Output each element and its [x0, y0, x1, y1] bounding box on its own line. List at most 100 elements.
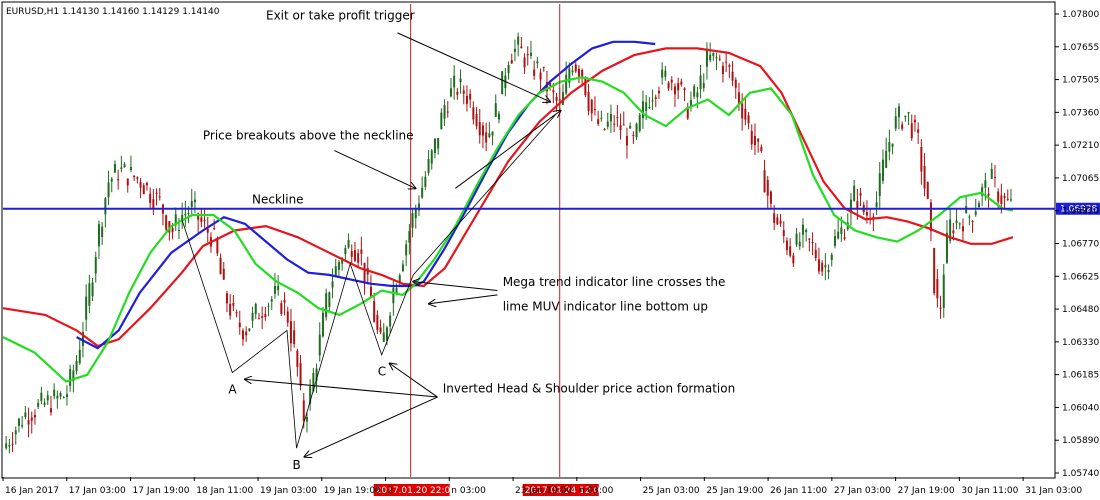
- candle-body: [878, 173, 881, 196]
- candle-body: [449, 88, 452, 97]
- candle-body: [856, 201, 859, 209]
- candle-body: [766, 179, 769, 196]
- candle-body: [667, 82, 670, 89]
- candle-body: [389, 315, 392, 327]
- candle-body: [491, 131, 494, 136]
- price-axis: 1.07800 1.07655 1.07505 1.07360 1.07210 1.070…: [1055, 10, 1099, 479]
- candle-body: [363, 262, 366, 284]
- annotation-arrow-3: [429, 294, 498, 304]
- candle-body: [568, 68, 571, 83]
- candle-body: [526, 53, 529, 56]
- time-tick-label: 25 Jan 03:00: [643, 486, 700, 496]
- candle-body: [497, 113, 500, 120]
- candle-body: [699, 75, 702, 90]
- candle-body: [773, 213, 776, 223]
- neckline-label: Neckline: [252, 193, 304, 207]
- vertical-lines: 2017.01.20 22:00 2017.01.24 12:00: [373, 4, 606, 496]
- candle-body: [571, 70, 574, 73]
- price-tick-label: 1.05890: [1062, 436, 1099, 446]
- time-tick-label: 16 Jan 2017: [5, 486, 59, 496]
- candle-body: [174, 214, 177, 226]
- candle-body: [353, 250, 356, 261]
- candle-body: [885, 150, 888, 168]
- candle-body: [1003, 195, 1006, 198]
- candle-body: [337, 262, 340, 270]
- candle-body: [833, 236, 836, 246]
- time-tick-label: 17 Jan 03:00: [69, 486, 126, 496]
- candle-body: [741, 103, 744, 119]
- candle-body: [539, 72, 542, 80]
- candle-body: [286, 311, 289, 323]
- candle-body: [990, 168, 993, 179]
- candle-body: [27, 420, 30, 425]
- candle-body: [241, 330, 244, 340]
- candle-body: [961, 226, 964, 232]
- candle-body: [923, 165, 926, 189]
- candle-body: [926, 181, 929, 199]
- candle-body: [385, 327, 388, 341]
- candle-body: [753, 136, 756, 146]
- candle-body: [808, 238, 811, 240]
- candle-body: [334, 266, 337, 276]
- candle-body: [648, 106, 651, 108]
- candle-body: [632, 134, 635, 136]
- candle-body: [350, 250, 353, 257]
- price-tick-label: 1.06480: [1062, 305, 1099, 315]
- candle-body: [357, 253, 360, 263]
- candle-body: [49, 408, 52, 413]
- candle-body: [325, 293, 328, 318]
- vline-label-1: 2017.01.24 12:00: [525, 486, 606, 496]
- candle-body: [891, 143, 894, 147]
- candle-body: [1000, 195, 1003, 204]
- candle-body: [475, 114, 478, 127]
- candle-body: [821, 262, 824, 272]
- candle-body: [392, 287, 395, 304]
- candle-body: [91, 282, 94, 297]
- price-tick-label: 1.05740: [1062, 469, 1099, 479]
- candle-body: [913, 119, 916, 123]
- time-tick-label: 19 Jan 03:00: [260, 486, 317, 496]
- ma-line-1: [76, 40, 656, 350]
- price-tick-label: 1.07800: [1062, 10, 1099, 20]
- candle-body: [1009, 199, 1012, 201]
- neckline-price-bg: [1056, 202, 1100, 215]
- candle-body: [129, 166, 132, 170]
- price-tick-label: 1.07655: [1062, 43, 1099, 53]
- candle-body: [782, 230, 785, 236]
- candle-body: [881, 159, 884, 181]
- candle-body: [955, 220, 958, 224]
- time-tick-label: 31 Jan 03:00: [1025, 486, 1082, 496]
- candle-body: [709, 54, 712, 60]
- candle-body: [296, 350, 299, 368]
- candle-body: [145, 182, 148, 186]
- candle-body: [654, 97, 657, 99]
- candle-body: [360, 249, 363, 254]
- candle-body: [993, 177, 996, 179]
- candle-body: [958, 223, 961, 225]
- candle-body: [88, 283, 91, 306]
- candle-body: [689, 100, 692, 106]
- candle-body: [245, 331, 248, 336]
- candle-body: [24, 412, 27, 417]
- candle-body: [984, 180, 987, 188]
- candle-body: [1006, 199, 1009, 201]
- candle-body: [523, 57, 526, 68]
- candle-body: [97, 224, 100, 247]
- candle-body: [21, 424, 24, 427]
- candle-body: [267, 305, 270, 307]
- candle-body: [517, 36, 520, 45]
- candle-body: [395, 288, 398, 295]
- annotation-arrow-1: [334, 150, 415, 189]
- candle-body: [545, 82, 548, 92]
- candle-body: [481, 125, 484, 136]
- candle-body: [5, 443, 8, 449]
- candle-body: [453, 75, 456, 88]
- candle-body: [261, 316, 264, 318]
- candle-body: [302, 400, 305, 421]
- candle-body: [219, 257, 222, 275]
- candle-body: [987, 193, 990, 196]
- candle-body: [769, 191, 772, 204]
- candle-body: [747, 115, 750, 124]
- candle-body: [971, 220, 974, 222]
- candle-body: [401, 264, 404, 271]
